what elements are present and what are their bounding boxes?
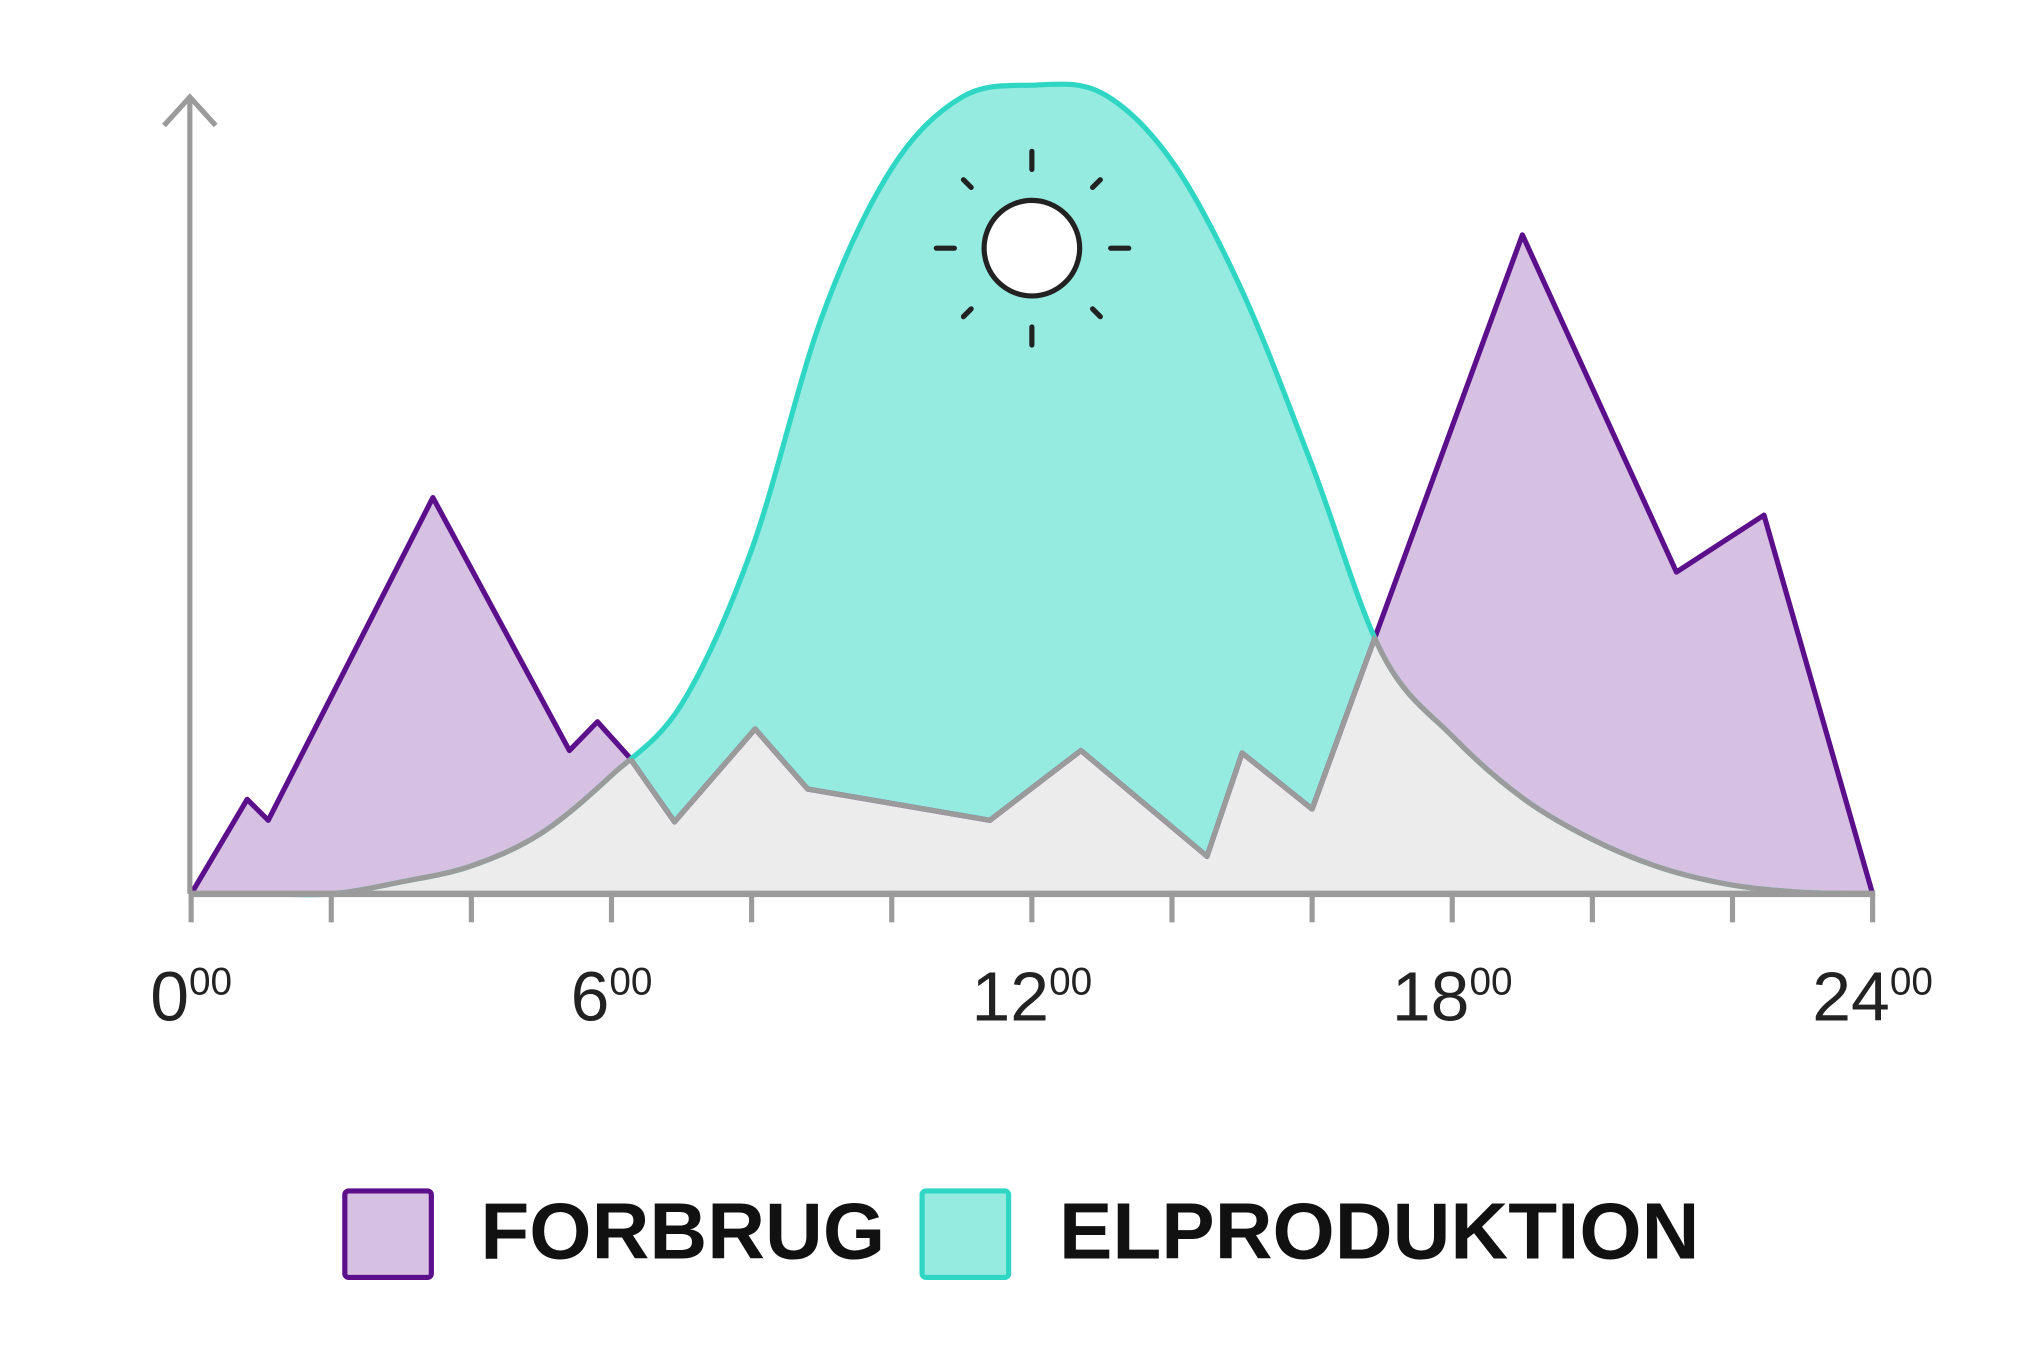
overlap-line — [191, 234, 1873, 894]
sun-icon — [933, 148, 1132, 348]
x-tick-sup: 00 — [609, 961, 652, 1004]
area-fill — [191, 234, 1873, 894]
legend: FORBRUG ELPRODUKTION — [342, 1187, 1700, 1281]
x-tick-label: 1800 — [1392, 957, 1513, 1035]
legend-swatch — [342, 1188, 434, 1281]
x-tick-label: 2400 — [1812, 957, 1933, 1035]
axes: 000 600 1200 1800 2400 — [150, 93, 1933, 1035]
area-fill — [191, 84, 1873, 895]
legend-swatch — [919, 1188, 1012, 1281]
x-tick-main: 18 — [1392, 957, 1470, 1035]
x-tick-sup: 00 — [1049, 961, 1092, 1004]
x-tick-main: 6 — [571, 957, 610, 1035]
x-tick-main: 24 — [1812, 957, 1890, 1035]
x-tick-label: 600 — [571, 957, 653, 1035]
plot-area — [188, 81, 1876, 898]
legend-label: ELPRODUKTION — [1059, 1187, 1700, 1276]
y-axis-arrow — [162, 93, 218, 128]
x-tick-sup: 00 — [1469, 961, 1512, 1004]
x-tick-main: 12 — [972, 957, 1050, 1035]
x-tick-label: 1200 — [972, 957, 1093, 1035]
x-tick-main: 0 — [150, 957, 189, 1035]
legend-label: FORBRUG — [480, 1187, 885, 1276]
x-tick-sup: 00 — [1890, 961, 1933, 1004]
x-tick-label: 000 — [150, 957, 232, 1035]
x-tick-sup: 00 — [189, 961, 232, 1004]
